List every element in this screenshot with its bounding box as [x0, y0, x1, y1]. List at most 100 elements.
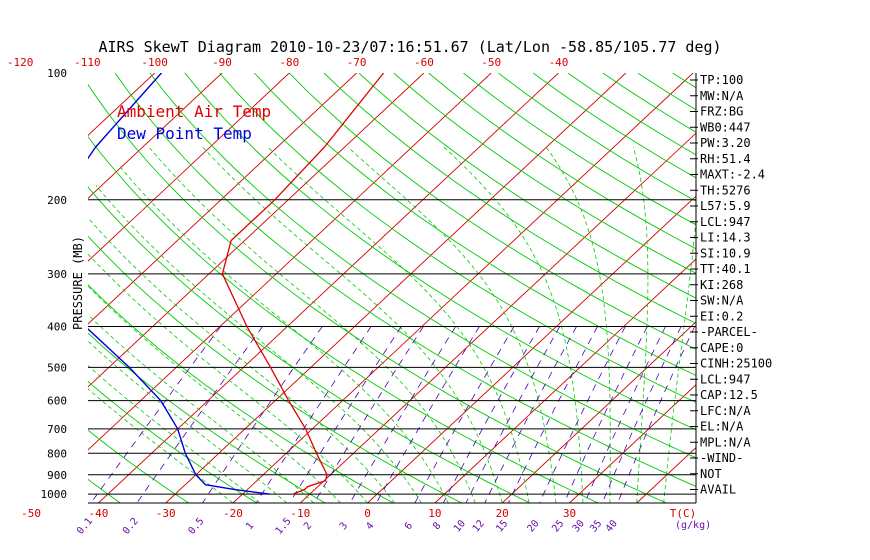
pressure-tick-label: 300	[47, 268, 67, 281]
pressure-tick-label: 600	[47, 395, 67, 408]
dry-adiabat-line	[184, 73, 696, 431]
pressure-tick-label: 700	[47, 423, 67, 436]
dry-adiabat-line	[88, 235, 462, 503]
pressure-tick-label: 900	[47, 469, 67, 482]
index-entry: TP:100	[700, 73, 743, 87]
pressure-tick-label: 800	[47, 447, 67, 460]
chart-title: AIRS SkewT Diagram 2010-10-23/07:16:51.6…	[98, 38, 721, 56]
pressure-tick-label: 400	[47, 321, 67, 334]
mixing-ratio-line	[507, 326, 598, 503]
temperature-point	[292, 493, 294, 495]
mixing-ratio-line	[484, 326, 577, 503]
index-entry: LCL:947	[700, 215, 751, 229]
dry-adiabat-line	[288, 73, 696, 350]
dry-adiabat-line	[88, 380, 258, 503]
dry-adiabat-line	[393, 73, 696, 274]
dewpoint-point	[160, 73, 162, 74]
temperature-point	[323, 146, 325, 148]
mixing-ratio-tick-label: 8	[431, 521, 443, 533]
mixing-ratio-line	[563, 326, 648, 503]
moist-adiabat-line	[202, 146, 503, 503]
temperature-point	[221, 273, 223, 275]
dry-adiabat-line	[637, 73, 696, 111]
dry-adiabat-line	[149, 73, 696, 459]
temperature-point	[274, 199, 276, 201]
dewpoint-point	[177, 428, 179, 430]
moist-adiabat-line	[88, 314, 315, 503]
dewpoint-point	[233, 488, 235, 490]
isotherm-line	[434, 258, 696, 503]
index-entry: TH:5276	[700, 183, 751, 197]
index-entry: EL:N/A	[700, 420, 744, 434]
moist-adiabat-line	[88, 217, 395, 503]
top-temp-tick-label: -70	[347, 56, 367, 69]
index-entry: MPL:N/A	[700, 435, 751, 449]
dry-adiabat-line	[254, 73, 696, 376]
dry-adiabat-line	[88, 284, 394, 503]
legend-entry: Dew Point Temp	[117, 124, 252, 143]
mixing-ratio-line	[313, 326, 424, 503]
mixing-ratio-line	[465, 326, 561, 503]
dry-adiabat-line	[88, 478, 121, 503]
index-entry: -PARCEL-	[700, 325, 758, 339]
dewpoint-point	[128, 366, 130, 368]
temperature-point	[326, 474, 328, 476]
legend-entry: Ambient Air Temp	[117, 102, 271, 121]
dewpoint-point	[195, 474, 197, 476]
mixing-ratio-line	[601, 326, 682, 503]
mixing-ratio-tick-label: 4	[364, 521, 376, 533]
index-entry: SI:10.9	[700, 246, 751, 260]
dry-adiabat-line	[323, 73, 696, 324]
moist-adiabat-line	[88, 285, 341, 503]
dry-adiabat-line	[88, 186, 531, 503]
index-entry: SW:N/A	[700, 294, 744, 308]
temperature-point	[324, 480, 326, 482]
bottom-temp-tick-label: 0	[364, 507, 371, 520]
dry-adiabat-line	[428, 73, 696, 250]
dry-adiabat-line	[114, 73, 696, 487]
top-temp-tick-label: -50	[481, 56, 501, 69]
temperature-point	[288, 400, 290, 402]
pressure-tick-label: 500	[47, 361, 67, 374]
temperature-point	[382, 73, 385, 74]
mixing-ratio-line	[90, 326, 221, 503]
dry-adiabat-line	[498, 73, 696, 202]
isotherm-line	[0, 73, 20, 503]
index-entry: KI:268	[700, 278, 743, 292]
index-entry: CINH:25100	[700, 357, 772, 371]
pressure-tick-label: 1000	[41, 488, 68, 501]
index-entry: LFC:N/A	[700, 404, 751, 418]
index-entry: CAPE:0	[700, 341, 743, 355]
bottom-temp-tick-label: 20	[496, 507, 509, 520]
moist-adiabat-line	[117, 164, 449, 503]
mixing-ratio-tick-label: 6	[403, 521, 415, 533]
moist-adiabat-line	[443, 146, 584, 503]
mixing-ratio-tick-label: 10	[452, 518, 468, 534]
mixing-ratio-tick-label: 1	[244, 521, 256, 533]
top-temp-tick-label: -100	[141, 56, 168, 69]
moist-adiabat-line	[88, 388, 234, 503]
index-entry: LCL:947	[700, 372, 751, 386]
dry-adiabat-line	[847, 73, 870, 503]
index-entry: PW:3.20	[700, 136, 751, 150]
isotherm-line	[165, 73, 627, 503]
isotherm-line	[88, 73, 425, 388]
mixing-ratio-tick-label: 0.2	[121, 516, 141, 537]
isotherm-line	[771, 73, 870, 503]
moist-adiabat-line	[88, 340, 288, 503]
temperature-point	[315, 452, 318, 454]
top-temp-tick-label: -40	[549, 56, 569, 69]
dry-adiabat-line	[88, 135, 599, 503]
mixing-ratio-tick-label: 15	[494, 518, 510, 534]
isotherm-line	[98, 73, 559, 503]
moist-adiabat-line	[633, 146, 649, 503]
isotherm-line	[569, 384, 696, 503]
temperature-point	[269, 366, 272, 368]
mixing-ratio-line	[289, 326, 402, 503]
index-entry: MW:N/A	[700, 89, 744, 103]
dewpoint-point	[40, 273, 41, 274]
x-axis-label: T(C)	[670, 507, 697, 520]
bottom-temp-tick-label: -50	[21, 507, 41, 520]
dry-adiabat-line	[88, 429, 189, 503]
